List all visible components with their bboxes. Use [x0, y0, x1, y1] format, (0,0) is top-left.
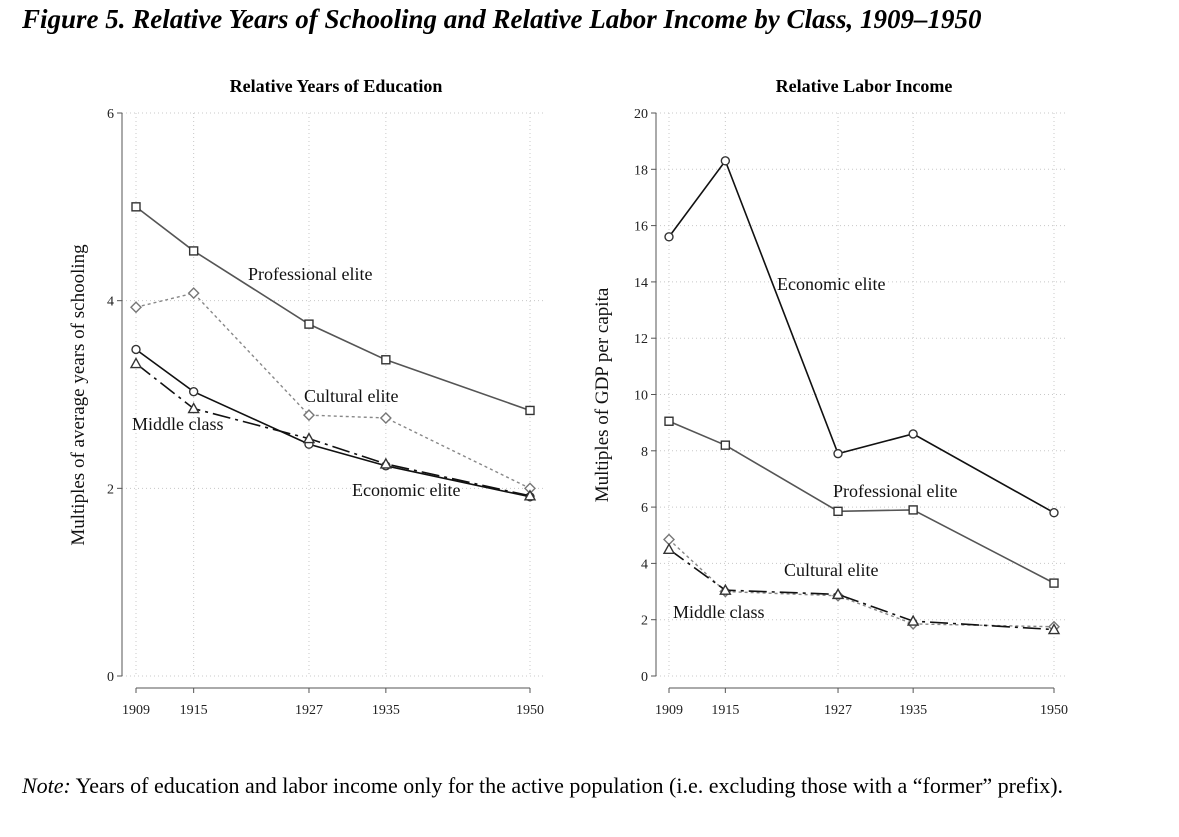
series-line-economic-elite — [668, 159, 1055, 514]
data-point-cultural-elite — [302, 409, 315, 422]
x-tick-label: 1950 — [516, 703, 544, 718]
series-economic-elite: Economic elite — [131, 344, 535, 502]
data-point-professional-elite — [304, 319, 314, 329]
data-point-cultural-elite — [130, 301, 142, 314]
x-tick-label: 1950 — [1040, 703, 1068, 718]
data-point-professional-elite — [908, 505, 918, 515]
series-economic-elite: Economic elite — [664, 156, 1059, 518]
y-tick-label: 10 — [634, 389, 648, 404]
data-point-professional-elite — [381, 355, 391, 365]
data-point-economic-elite — [908, 429, 918, 439]
y-tick-label: 6 — [107, 107, 114, 122]
y-tick-label: 14 — [634, 276, 648, 291]
data-point-middle-class — [662, 542, 676, 555]
data-point-professional-elite — [1049, 578, 1059, 588]
y-tick-label: 8 — [641, 445, 648, 460]
series-cultural-elite: Cultural elite — [130, 287, 536, 495]
y-tick-label: 0 — [107, 670, 114, 685]
y-tick-label: 2 — [107, 482, 114, 497]
data-point-middle-class — [379, 457, 393, 469]
figure-note: Note: Years of education and labor incom… — [22, 772, 1157, 800]
series-label-economic-elite: Economic elite — [352, 480, 460, 500]
data-point-middle-class — [187, 402, 200, 414]
y-tick-label: 20 — [634, 107, 648, 122]
series-professional-elite: Professional elite — [131, 202, 535, 416]
y-tick-label: 18 — [634, 163, 648, 178]
y-tick-label: 0 — [641, 670, 648, 685]
data-point-middle-class — [1047, 623, 1061, 635]
series-line-middle-class — [668, 548, 1055, 631]
data-point-economic-elite — [1049, 508, 1059, 518]
data-point-middle-class — [906, 614, 920, 626]
data-point-cultural-elite — [187, 287, 200, 300]
x-tick-label: 1909 — [655, 703, 683, 718]
data-point-middle-class — [523, 489, 537, 501]
data-point-cultural-elite — [379, 411, 392, 424]
note-lead: Note: — [22, 773, 71, 798]
series-middle-class: Middle class — [662, 542, 1061, 635]
data-point-economic-elite — [131, 344, 141, 355]
series-middle-class: Middle class — [129, 357, 537, 501]
y-tick-label: 12 — [634, 332, 648, 347]
data-point-middle-class — [719, 583, 732, 595]
figure-title: Figure 5. Relative Years of Schooling an… — [22, 4, 982, 34]
data-point-professional-elite — [525, 405, 535, 416]
series-line-professional-elite — [135, 206, 531, 412]
data-point-professional-elite — [833, 506, 843, 517]
chart-panel-2: 0 2 4 6 8 10 12 14 16 18 20 1909 1915 1927 1935 1950 Rel… — [592, 76, 1068, 718]
x-tick-label: 1935 — [372, 703, 400, 718]
data-point-economic-elite — [720, 156, 731, 166]
x-tick-label: 1909 — [122, 703, 150, 718]
series-label-cultural-elite: Cultural elite — [304, 386, 398, 406]
data-point-professional-elite — [131, 202, 141, 212]
x-tick-label: 1935 — [899, 703, 927, 718]
x-tick-label: 1915 — [180, 703, 208, 718]
y-tick-label: 2 — [641, 614, 648, 629]
series-label-professional-elite: Professional elite — [833, 481, 957, 501]
y-tick-label: 16 — [634, 220, 648, 235]
y-axis-label: Multiples of GDP per capita — [592, 287, 613, 502]
series-label-middle-class: Middle class — [132, 414, 224, 434]
y-tick-label: 6 — [641, 501, 648, 516]
series-label-cultural-elite: Cultural elite — [784, 560, 878, 580]
data-point-middle-class — [129, 357, 143, 369]
y-tick-label: 4 — [107, 295, 114, 310]
x-tick-label: 1915 — [711, 703, 739, 718]
data-point-professional-elite — [664, 416, 674, 426]
grid — [656, 112, 1068, 677]
y-axis-label: Multiples of average years of schooling — [68, 244, 89, 546]
data-point-middle-class — [831, 587, 845, 600]
y-tick-label: 4 — [641, 557, 648, 572]
series-label-economic-elite: Economic elite — [777, 274, 885, 294]
data-point-economic-elite — [833, 448, 843, 459]
data-point-professional-elite — [188, 246, 199, 256]
series-label-middle-class: Middle class — [673, 602, 765, 622]
chart-panel-1: 0 2 4 6 1909 1915 1927 1935 1950 Relative Years o… — [68, 76, 544, 718]
series-professional-elite: Professional elite — [664, 416, 1059, 588]
x-tick-label: 1927 — [824, 703, 852, 718]
series-label-professional-elite: Professional elite — [248, 264, 372, 284]
data-point-economic-elite — [664, 232, 674, 242]
data-point-professional-elite — [720, 440, 731, 450]
data-point-economic-elite — [188, 386, 199, 397]
x-tick-label: 1927 — [295, 703, 323, 718]
panel-title: Relative Labor Income — [776, 76, 953, 96]
data-point-middle-class — [302, 432, 316, 444]
note-text: Years of education and labor income only… — [70, 773, 1064, 798]
panel-title: Relative Years of Education — [230, 76, 443, 96]
